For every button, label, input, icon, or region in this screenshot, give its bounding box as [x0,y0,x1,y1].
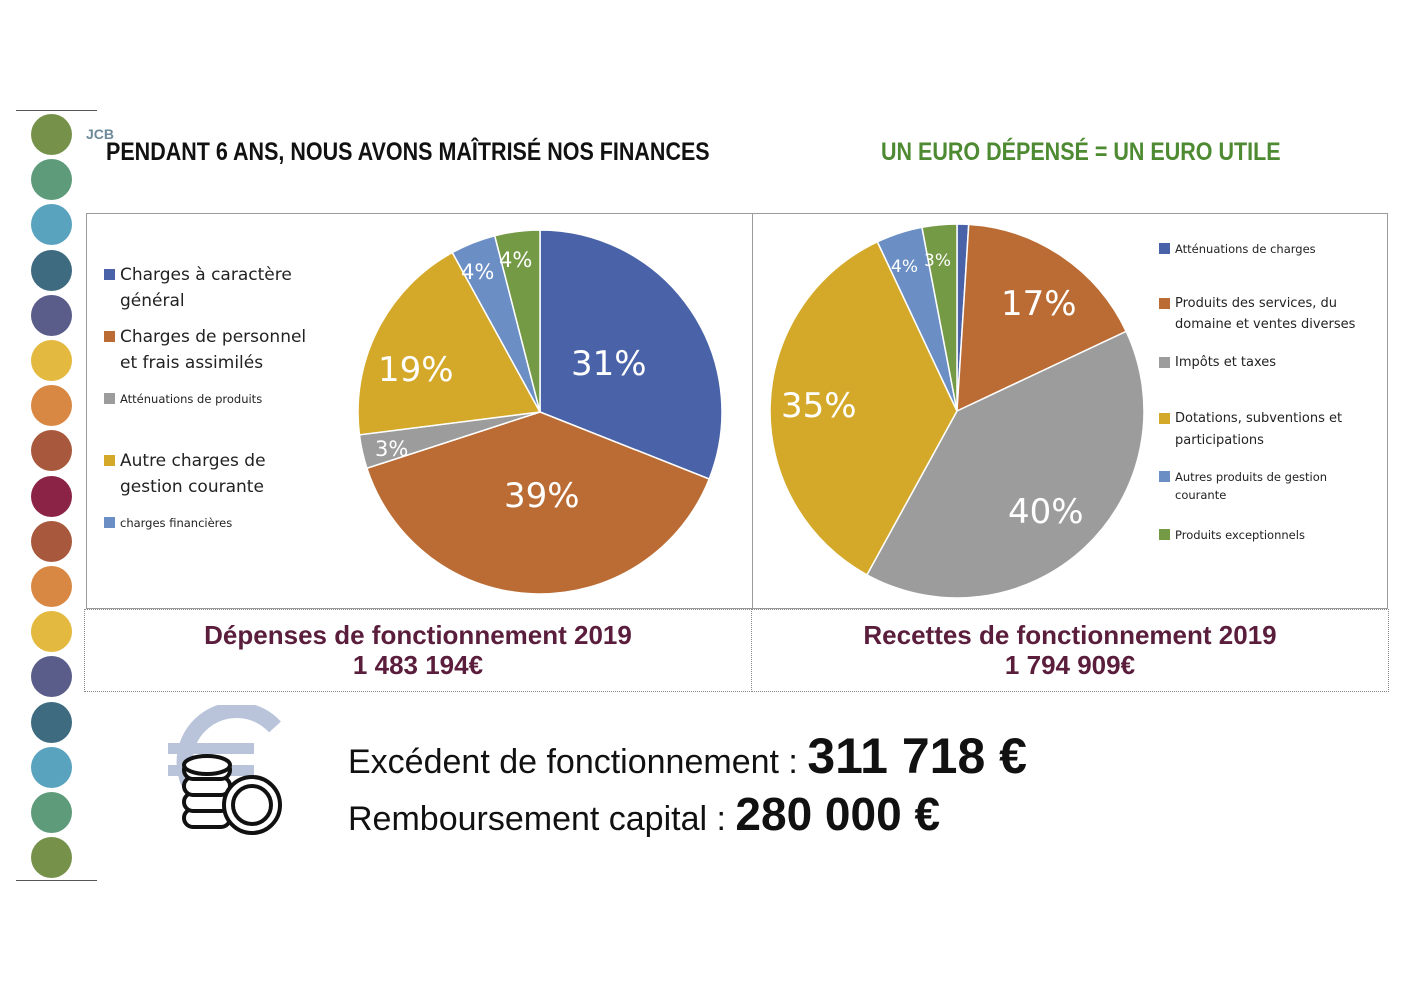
sidebar-bottom-rule [16,880,97,881]
excedent-value: 311 718 € [807,728,1027,784]
slogan: UN EURO DÉPENSÉ = UN EURO UTILE [881,138,1281,166]
legend-label: Autres produits de gestion courante [1175,470,1328,502]
sidebar-dot [31,792,72,833]
legend-item-attenuations-charges: Atténuations de charges [1159,240,1379,258]
slice-label: 19% [378,350,454,390]
legend-item-dotations: Dotations, subventions et participations [1159,408,1379,452]
euro-coins-icon [168,705,282,835]
sidebar-dot [31,430,72,472]
legend-swatch [104,331,115,342]
legend-label: Produits exceptionnels [1175,528,1305,542]
remboursement-label: Remboursement capital : [348,800,736,838]
legend-swatch [1159,413,1170,424]
slice-label: 3% [375,437,409,461]
legend-label: Autre charges de gestion courante [120,451,266,497]
legend-label: Impôts et taxes [1175,355,1277,370]
sidebar-dot [31,611,72,653]
slice-label: 31% [571,344,647,384]
legend-item-autre-charges: Autre charges de gestion courante [104,448,319,500]
legend-label: Charges à caractère général [120,265,292,311]
legend-swatch [1159,298,1170,309]
legend-label: Atténuations de charges [1175,242,1316,256]
pie-slice [769,240,958,576]
sidebar-dot [31,701,72,743]
slice-label: 40% [1008,492,1084,532]
recettes-caption: Recettes de fonctionnement 2019 1 794 90… [751,609,1389,692]
legend-swatch [1159,357,1170,368]
slice-label: 35% [781,386,857,426]
legend-swatch [104,455,115,466]
sidebar-dot [31,385,72,427]
pie-slice [921,223,958,412]
page-title: PENDANT 6 ANS, NOUS AVONS MAÎTRISÉ NOS F… [106,138,710,166]
sidebar-dot [31,656,72,698]
depenses-total: 1 483 194€ [352,650,484,680]
remboursement-value: 280 000 € [735,788,941,840]
legend-item-produits-exceptionnels: Produits exceptionnels [1159,526,1379,544]
legend-item-charges-generales: Charges à caractère général [104,262,319,314]
slice-label: 4% [891,257,918,277]
recettes-total: 1 794 909€ [1004,650,1136,680]
pie-slice [493,229,541,413]
legend-item-attenuations-produits: Atténuations de produits [104,390,319,408]
legend-label: Atténuations de produits [120,392,263,406]
legend-item-charges-financieres: charges financières [104,514,319,532]
pie-slice [365,411,711,595]
legend-label: charges financières [120,516,233,530]
sidebar-dot [31,159,72,201]
sidebar-dot [31,520,72,562]
depenses-title: Dépenses de fonctionnement 2019 [204,620,632,650]
legend-label: Dotations, subventions et participations [1175,411,1343,448]
sidebar-dot [31,204,72,246]
sidebar-dot [31,294,72,336]
sidebar-dot [31,340,72,381]
slice-label: 39% [504,476,580,516]
sidebar-dot [31,566,72,607]
legend-swatch [1159,529,1170,540]
sidebar-dot [31,114,72,155]
legend-label: Charges de personnel et frais assimilés [120,327,307,373]
legend-swatch [104,517,115,528]
logo: JCB [86,126,115,142]
pie-slice [956,223,1128,413]
legend-label: Produits des services, du domaine et ven… [1175,296,1356,332]
sidebar-dot [31,746,72,788]
excedent-label: Excédent de fonctionnement : [348,743,808,781]
legend-item-charges-personnel: Charges de personnel et frais assimilés [104,324,319,376]
slice-label: 4% [499,248,533,272]
pie-slice [865,330,1145,599]
legend-swatch [104,393,115,404]
depenses-pie-svg [357,229,723,595]
recettes-pie-svg [769,223,1145,599]
sidebar-dot [31,475,72,517]
legend-item-impots-taxes: Impôts et taxes [1159,352,1379,373]
sidebar-dot [31,837,72,879]
recettes-title: Recettes de fonctionnement 2019 [863,620,1277,650]
sidebar-dot [31,249,72,291]
legend-item-produits-services: Produits des services, du domaine et ven… [1159,293,1379,335]
depenses-caption: Dépenses de fonctionnement 2019 1 483 19… [84,609,752,692]
sidebar-top-rule [16,110,97,111]
legend-swatch [1159,471,1170,482]
pie-slice [357,251,542,436]
legend-swatch [104,269,115,280]
slice-label: 17% [1001,284,1077,324]
legend-swatch [1159,243,1170,254]
slice-label: 3% [924,251,951,271]
remboursement-line: Remboursement capital : 280 000 € [348,787,940,841]
depenses-pie-chart: Charges à caractère général Charges de p… [86,213,753,609]
recettes-pie-chart: Atténuations de charges Produits des ser… [752,213,1388,609]
slice-label: 4% [461,260,495,284]
excedent-line: Excédent de fonctionnement : 311 718 € [348,727,1027,785]
legend-item-autres-produits: Autres produits de gestion courante [1159,468,1379,504]
pie-slice [539,229,723,480]
